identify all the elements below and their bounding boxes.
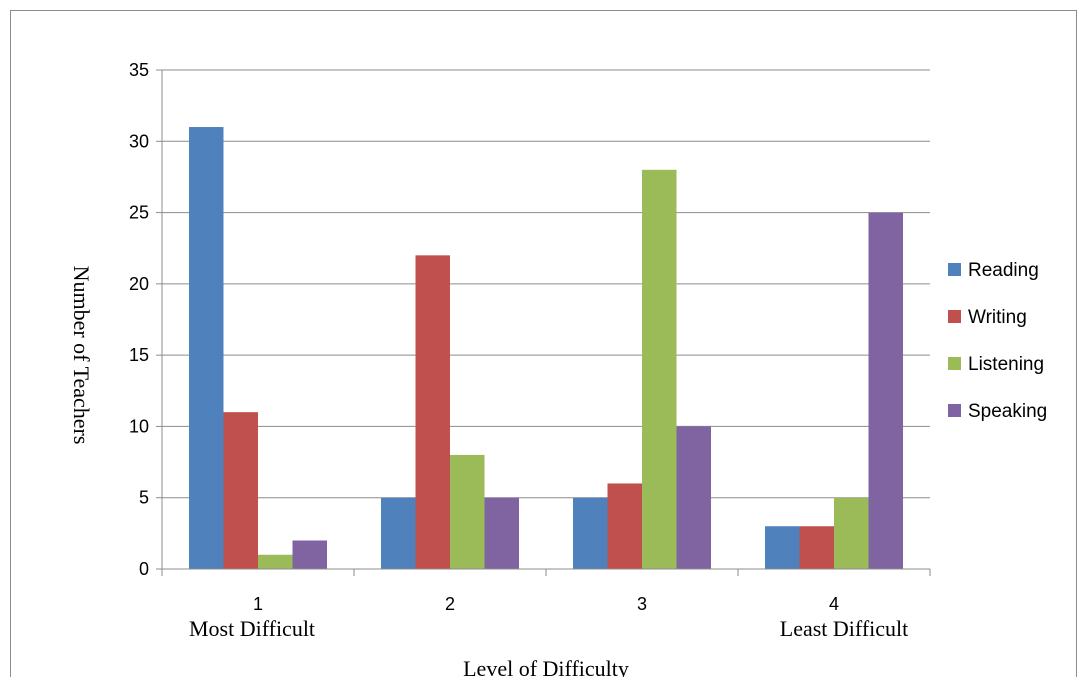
bar-listening-1 — [258, 554, 293, 569]
legend-label-listening: Listening — [968, 354, 1044, 375]
y-tick-label: 5 — [139, 488, 149, 508]
x-tick-label: 4 — [829, 594, 839, 614]
bar-writing-4 — [799, 526, 834, 569]
bar-speaking-4 — [868, 212, 903, 570]
bar-listening-2 — [450, 454, 485, 569]
y-tick-label: 10 — [129, 416, 149, 436]
y-tick-label: 0 — [139, 559, 149, 579]
x-tick-label: 2 — [445, 594, 455, 614]
y-tick-label: 30 — [129, 131, 149, 151]
x-tick-label: 3 — [637, 594, 647, 614]
bar-writing-1 — [223, 412, 258, 569]
bar-reading-1 — [189, 127, 224, 570]
bar-listening-3 — [642, 169, 677, 570]
bar-listening-4 — [834, 497, 869, 569]
bar-speaking-1 — [292, 540, 327, 569]
legend-swatch-speaking — [948, 404, 961, 417]
legend-swatch-reading — [948, 263, 961, 276]
y-tick-labels: 0 5 10 15 20 25 30 35 — [129, 60, 149, 579]
y-tick-label: 35 — [129, 60, 149, 80]
bar-writing-2 — [415, 255, 450, 570]
bar-speaking-3 — [676, 426, 711, 569]
gridlines — [162, 69, 930, 499]
y-axis-label: Number of Teachers — [69, 266, 94, 445]
y-tick-label: 20 — [129, 274, 149, 294]
x-tick-sublabel: Least Difficult — [780, 616, 909, 641]
bar-reading-4 — [765, 526, 800, 569]
x-axis-label: Level of Difficulty — [463, 656, 629, 677]
axes — [156, 69, 931, 576]
bar-reading-3 — [573, 497, 608, 569]
legend: Reading Writing Listening Speaking — [948, 260, 1047, 422]
legend-swatch-writing — [948, 310, 961, 323]
x-tick-label: 1 — [253, 594, 263, 614]
legend-label-speaking: Speaking — [968, 401, 1047, 422]
y-tick-label: 25 — [129, 203, 149, 223]
legend-label-writing: Writing — [968, 307, 1027, 328]
bar-writing-3 — [607, 483, 642, 569]
legend-swatch-listening — [948, 357, 961, 370]
y-tick-label: 15 — [129, 345, 149, 365]
bars — [189, 127, 903, 570]
bar-speaking-2 — [484, 497, 519, 569]
bar-reading-2 — [381, 497, 416, 569]
legend-label-reading: Reading — [968, 260, 1039, 281]
x-tick-sublabel: Most Difficult — [189, 616, 315, 641]
